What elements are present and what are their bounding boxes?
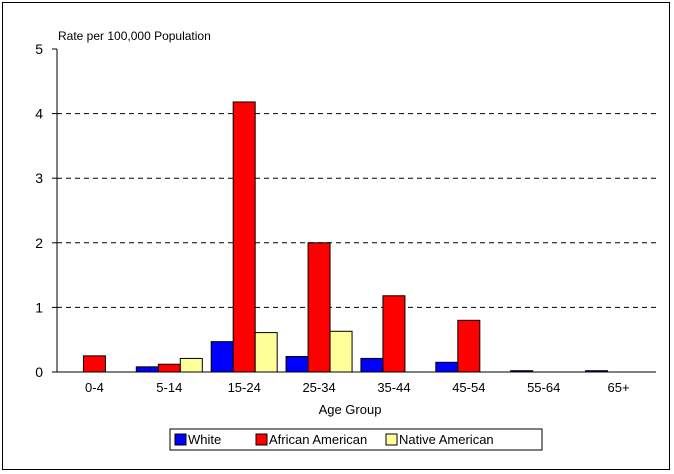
bar <box>360 357 384 373</box>
x-tick-label: 55-64 <box>527 380 560 395</box>
x-tick-label: 15-24 <box>228 380 261 395</box>
bar <box>382 295 406 373</box>
x-axis-title: Age Group <box>319 402 382 417</box>
legend-swatch <box>385 433 398 446</box>
bar <box>254 332 278 373</box>
y-tick-label: 5 <box>35 41 43 57</box>
x-tick-label: 65+ <box>608 380 630 395</box>
plot-area <box>57 49 656 372</box>
x-tick-label: 25-34 <box>302 380 335 395</box>
bar <box>210 341 234 373</box>
y-tick-label: 3 <box>35 170 43 186</box>
y-tick-label: 4 <box>35 106 43 122</box>
legend-label: White <box>188 432 221 447</box>
bar <box>135 366 159 373</box>
y-tick-label: 2 <box>35 235 43 251</box>
y-tick-label: 0 <box>35 364 43 380</box>
y-axis-title: Rate per 100,000 Population <box>58 29 211 43</box>
x-tick-label: 0-4 <box>85 380 104 395</box>
bar <box>457 319 481 373</box>
legend-swatch <box>255 433 268 446</box>
y-tick-label: 1 <box>35 299 43 315</box>
legend-label: African American <box>269 432 367 447</box>
legend-label: Native American <box>399 432 494 447</box>
x-tick-label: 35-44 <box>377 380 410 395</box>
x-tick-label: 5-14 <box>156 380 182 395</box>
bar <box>157 363 181 373</box>
bar <box>307 242 331 373</box>
bar <box>82 355 106 373</box>
bar <box>232 101 256 373</box>
legend-swatch <box>174 433 187 446</box>
bar <box>435 361 459 373</box>
bar <box>179 357 203 373</box>
bar <box>285 355 309 373</box>
x-tick-label: 45-54 <box>452 380 485 395</box>
bar <box>329 330 353 373</box>
